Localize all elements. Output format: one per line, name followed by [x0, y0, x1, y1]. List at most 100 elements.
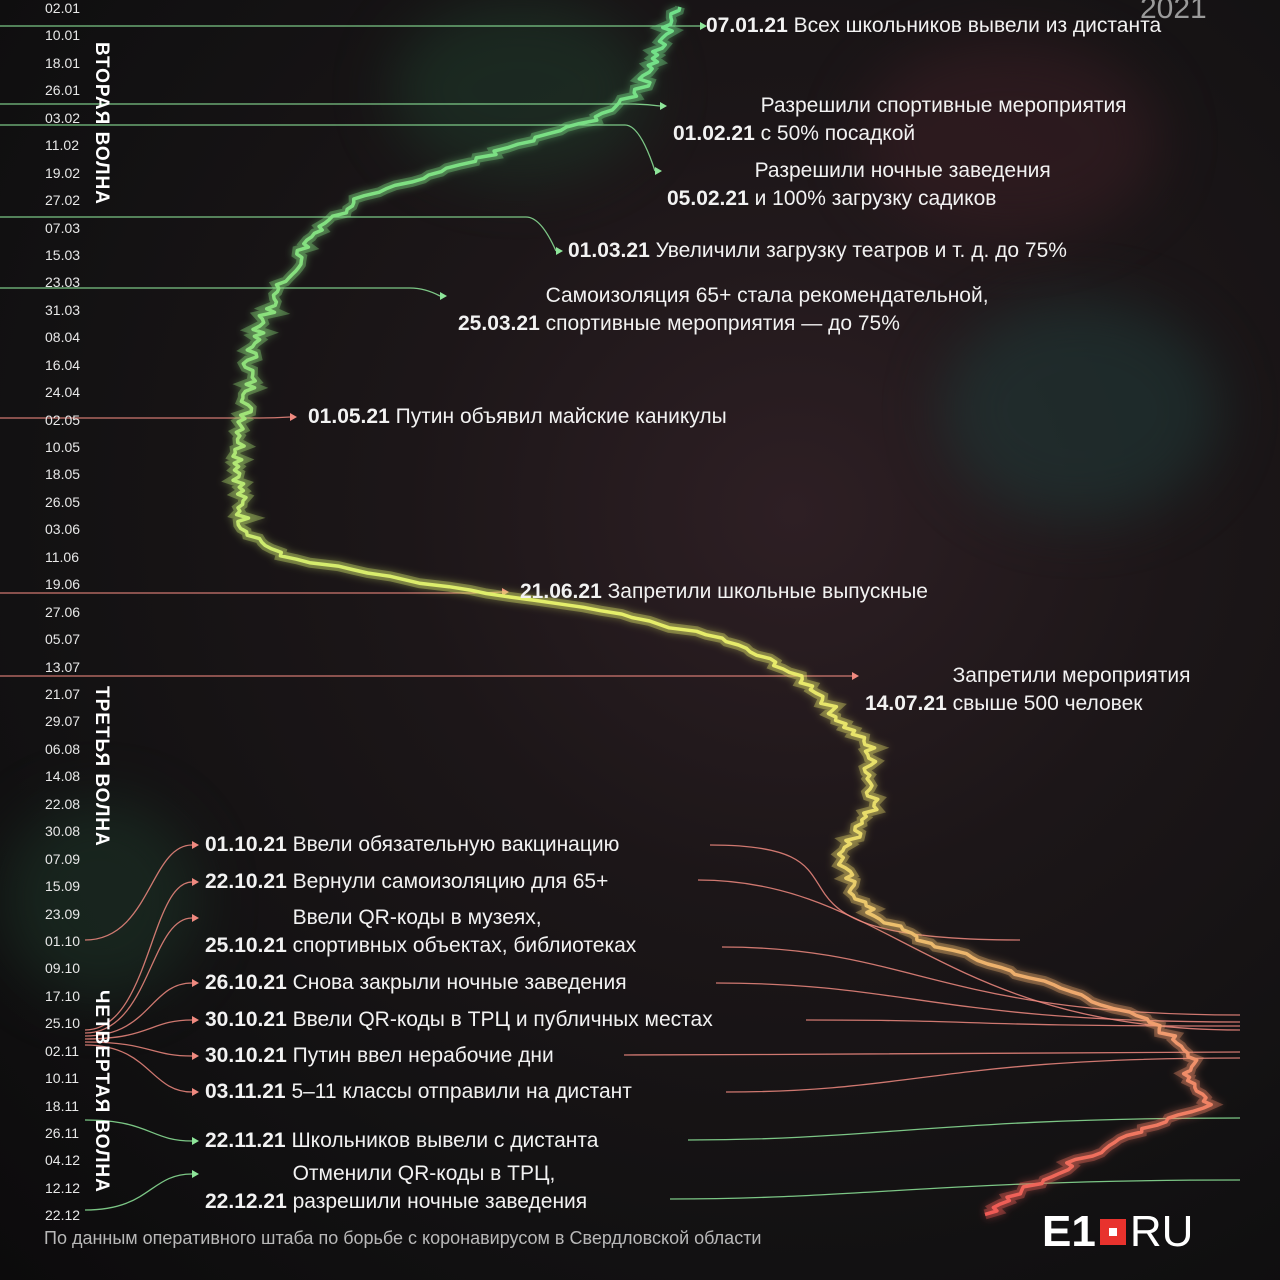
annotation-line: Увеличили загрузку театров и т. д. до 75…	[655, 239, 1067, 262]
logo-square-icon	[1099, 1219, 1126, 1245]
date-tick: 06.08	[45, 740, 81, 757]
leader-line-right	[623, 1051, 1241, 1056]
logo-suffix: RU	[1129, 1207, 1194, 1256]
date-tick: 02.05	[45, 411, 81, 428]
leader-arrow	[700, 22, 707, 30]
annotation-line: Разрешили ночные заведения	[754, 159, 1051, 182]
year-label: 2021	[1140, 0, 1207, 25]
annotation: 03.11.21 5–11 классы отправили на дистан…	[205, 1078, 632, 1106]
leader-line-right	[805, 1019, 1241, 1027]
date-tick: 11.06	[45, 548, 79, 565]
leader-line-right	[669, 1179, 1241, 1200]
date-tick: 08.04	[45, 329, 81, 346]
leader-line	[0, 216, 557, 252]
annotation: 01.10.21 Ввели обязательную вакцинацию	[205, 831, 619, 859]
annotation-line: Ввели QR-коды в ТРЦ и публичных местах	[292, 1008, 713, 1031]
annotation-text: Разрешили ночные заведения и 100% загрузк…	[755, 157, 1051, 213]
date-tick: 26.11	[45, 1125, 79, 1142]
date-tick: 19.06	[45, 576, 81, 593]
leader-line-right	[697, 879, 1241, 1031]
leader-line	[84, 1041, 193, 1057]
annotation: 22.11.21 Школьников вывели с дистанта	[205, 1127, 598, 1155]
leader-arrow	[192, 1052, 199, 1060]
annotation-date: 07.01.21	[706, 14, 788, 37]
annotation-text: Путин ввел нерабочие дни	[293, 1042, 554, 1070]
date-tick: 21.07	[45, 686, 81, 702]
logo-main: E1	[1042, 1207, 1096, 1256]
leader-line	[0, 124, 656, 172]
leader-line	[84, 881, 193, 1031]
annotation-line: спортивные мероприятия — до 75%	[545, 312, 900, 335]
leader-line-right	[725, 1057, 1241, 1093]
annotation-text: Разрешили спортивные мероприятия с 50% по…	[761, 92, 1127, 148]
wave-label-fourth: ЧЕТВЕРТАЯ ВОЛНА	[91, 990, 112, 1193]
date-tick: 19.02	[45, 164, 81, 181]
leader-arrow	[852, 672, 859, 680]
leader-arrow	[192, 1088, 199, 1096]
date-tick: 02.11	[45, 1042, 79, 1059]
leader-line	[84, 1119, 193, 1142]
series-line	[231, 6, 1213, 1217]
date-tick: 31.03	[45, 301, 81, 318]
date-tick: 29.07	[45, 713, 81, 730]
annotation-line: Запретили школьные выпускные	[607, 580, 928, 603]
annotation-line: Снова закрыли ночные заведения	[292, 971, 627, 994]
date-tick: 10.05	[45, 439, 81, 456]
annotation-text: Снова закрыли ночные заведения	[293, 969, 627, 997]
annotation-text: 5–11 классы отправили на дистант	[291, 1078, 631, 1106]
date-tick: 12.12	[45, 1179, 81, 1196]
annotation: 22.10.21 Вернули самоизоляцию для 65+	[205, 868, 608, 896]
date-tick: 16.04	[45, 356, 81, 373]
annotation-text: Ввели QR-коды в музеях, спортивных объект…	[293, 904, 637, 960]
annotation-text: Запретили школьные выпускные	[608, 578, 928, 606]
annotation-text: Ввели обязательную вакцинацию	[293, 831, 620, 859]
date-tick: 23.09	[45, 905, 81, 922]
annotation-line: Ввели QR-коды в музеях,	[292, 906, 542, 929]
wave-label-third: ТРЕТЬЯ ВОЛНА	[91, 686, 112, 847]
annotation-text: Самоизоляция 65+ стала рекомендательной,…	[546, 282, 989, 338]
leader-arrow	[192, 1170, 199, 1178]
leader-line	[84, 844, 193, 941]
annotation-line: Всех школьников вывели из дистанта	[793, 14, 1162, 37]
annotation-line: свыше 500 человек	[952, 692, 1143, 715]
leader-arrow	[440, 292, 447, 300]
annotation: 14.07.21 Запретили мероприятия свыше 500 …	[865, 662, 1191, 718]
annotation: 01.02.21 Разрешили спортивные мероприяти…	[673, 92, 1127, 148]
date-tick: 03.06	[45, 521, 81, 538]
annotation-line: Школьников вывели с дистанта	[291, 1129, 599, 1152]
annotation-line: Запретили мероприятия	[952, 664, 1191, 687]
date-tick: 05.07	[45, 631, 81, 648]
leader-line	[84, 1173, 193, 1211]
annotation-line: разрешили ночные заведения	[292, 1190, 588, 1213]
annotation: 05.02.21 Разрешили ночные заведения и 100…	[667, 157, 1051, 213]
leader-arrow	[290, 413, 297, 421]
annotation-date: 22.11.21	[205, 1129, 286, 1152]
date-tick: 22.12	[45, 1207, 81, 1224]
annotation-date: 25.10.21	[205, 934, 287, 957]
annotation-date: 22.10.21	[205, 870, 287, 893]
leader-line	[84, 982, 193, 1037]
leader-line	[0, 416, 291, 419]
annotation: 26.10.21 Снова закрыли ночные заведения	[205, 969, 627, 997]
date-tick: 18.11	[45, 1097, 79, 1114]
leader-arrow	[660, 102, 667, 110]
annotation-line: Путин ввел нерабочие дни	[292, 1044, 554, 1067]
annotation-date: 05.02.21	[667, 187, 749, 210]
date-tick: 07.09	[45, 850, 81, 867]
date-tick: 23.03	[45, 274, 81, 291]
annotation-date: 25.03.21	[458, 312, 540, 335]
annotation: 30.10.21 Ввели QR-коды в ТРЦ и публичных…	[205, 1006, 713, 1034]
e1-logo: E1 RU	[1042, 1207, 1194, 1256]
date-tick: 07.03	[45, 219, 81, 236]
annotation-line: спортивных объектах, библиотеках	[292, 934, 637, 957]
wave-label-second: ВТОРАЯ ВОЛНА	[91, 42, 112, 205]
leader-line-right	[687, 1117, 1241, 1141]
date-tick: 09.10	[45, 960, 81, 977]
annotation-line: Путин объявил майские каникулы	[395, 405, 727, 428]
date-tick: 10.01	[45, 27, 81, 44]
annotation-text: Запретили мероприятия свыше 500 человек	[953, 662, 1191, 718]
date-tick: 10.11	[45, 1070, 79, 1087]
annotation-line: и 100% загрузку садиков	[754, 187, 997, 210]
date-tick: 13.07	[45, 658, 81, 675]
